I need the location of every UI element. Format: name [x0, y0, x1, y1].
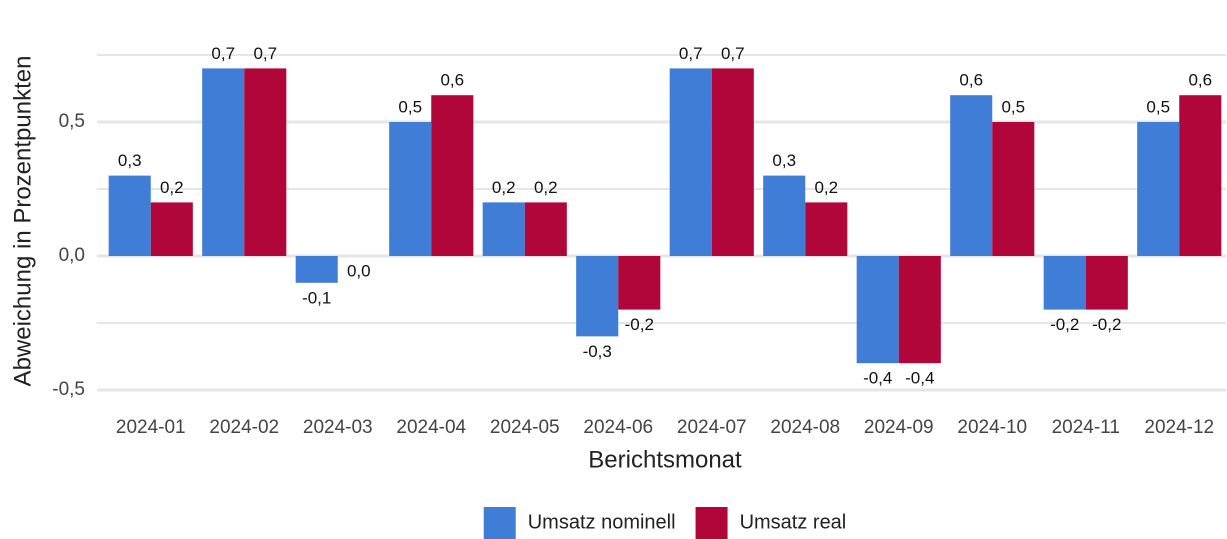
x-axis-title: Berichtsmonat — [588, 446, 742, 473]
bar — [1179, 95, 1222, 256]
data-label: 0,3 — [772, 151, 796, 170]
data-label: -0,1 — [302, 288, 331, 307]
data-label: 0,5 — [1146, 97, 1170, 116]
x-tick-label: 2024-07 — [677, 417, 747, 438]
bar — [1043, 255, 1086, 310]
bar — [482, 202, 525, 256]
bar — [805, 202, 848, 256]
data-label: -0,2 — [1092, 315, 1121, 334]
x-tick-label: 2024-03 — [303, 417, 373, 438]
data-label: 0,3 — [118, 151, 142, 170]
x-tick-label: 2024-04 — [396, 417, 466, 438]
bar — [295, 255, 338, 283]
data-label: 0,7 — [721, 44, 745, 63]
bar — [431, 95, 474, 256]
bar — [669, 68, 712, 256]
bar — [950, 95, 993, 256]
data-label: 0,2 — [814, 178, 838, 197]
data-label: 0,6 — [440, 71, 464, 90]
legend-swatch — [695, 507, 728, 539]
bar — [711, 68, 754, 256]
data-label: 0,7 — [211, 44, 235, 63]
y-tick-label: -0,5 — [52, 379, 85, 400]
bar — [576, 255, 619, 337]
bar — [389, 121, 432, 256]
legend-label: Umsatz real — [740, 511, 847, 533]
bar — [1085, 255, 1128, 310]
data-label: 0,6 — [1188, 71, 1212, 90]
bar — [898, 255, 941, 364]
data-label: 0,7 — [253, 44, 277, 63]
data-label: 0,2 — [492, 178, 516, 197]
data-label: 0,6 — [959, 71, 983, 90]
x-tick-label: 2024-06 — [583, 417, 653, 438]
data-label: -0,3 — [583, 342, 612, 361]
legend-label: Umsatz nominell — [528, 511, 676, 533]
y-tick-label: 0,0 — [59, 245, 85, 266]
data-label: 0,2 — [534, 178, 558, 197]
data-label: 0,5 — [398, 97, 422, 116]
legend-swatch — [483, 507, 516, 539]
data-label: 0,0 — [347, 261, 371, 280]
bar — [992, 121, 1035, 256]
bar — [1137, 121, 1180, 256]
bar — [150, 202, 193, 256]
x-tick-label: 2024-05 — [490, 417, 560, 438]
y-axis-title: Abweichung in Prozentpunkten — [9, 56, 36, 387]
x-tick-label: 2024-12 — [1144, 417, 1214, 438]
bar — [244, 68, 287, 256]
bar — [108, 175, 151, 256]
y-tick-label: 0,5 — [59, 111, 85, 132]
bar — [763, 175, 806, 256]
x-tick-label: 2024-10 — [957, 417, 1027, 438]
x-tick-label: 2024-09 — [864, 417, 934, 438]
x-tick-label: 2024-08 — [770, 417, 840, 438]
data-label: -0,4 — [863, 369, 892, 388]
x-tick-label: 2024-02 — [209, 417, 279, 438]
bar — [202, 68, 245, 256]
data-label: -0,2 — [625, 315, 654, 334]
bar — [524, 202, 567, 256]
bar — [856, 255, 899, 364]
data-label: 0,5 — [1001, 97, 1025, 116]
bar — [618, 255, 661, 310]
data-label: -0,2 — [1050, 315, 1079, 334]
x-tick-label: 2024-01 — [116, 417, 186, 438]
data-label: 0,7 — [679, 44, 703, 63]
x-tick-label: 2024-11 — [1052, 417, 1120, 438]
data-label: -0,4 — [905, 369, 934, 388]
data-label: 0,2 — [160, 178, 184, 197]
